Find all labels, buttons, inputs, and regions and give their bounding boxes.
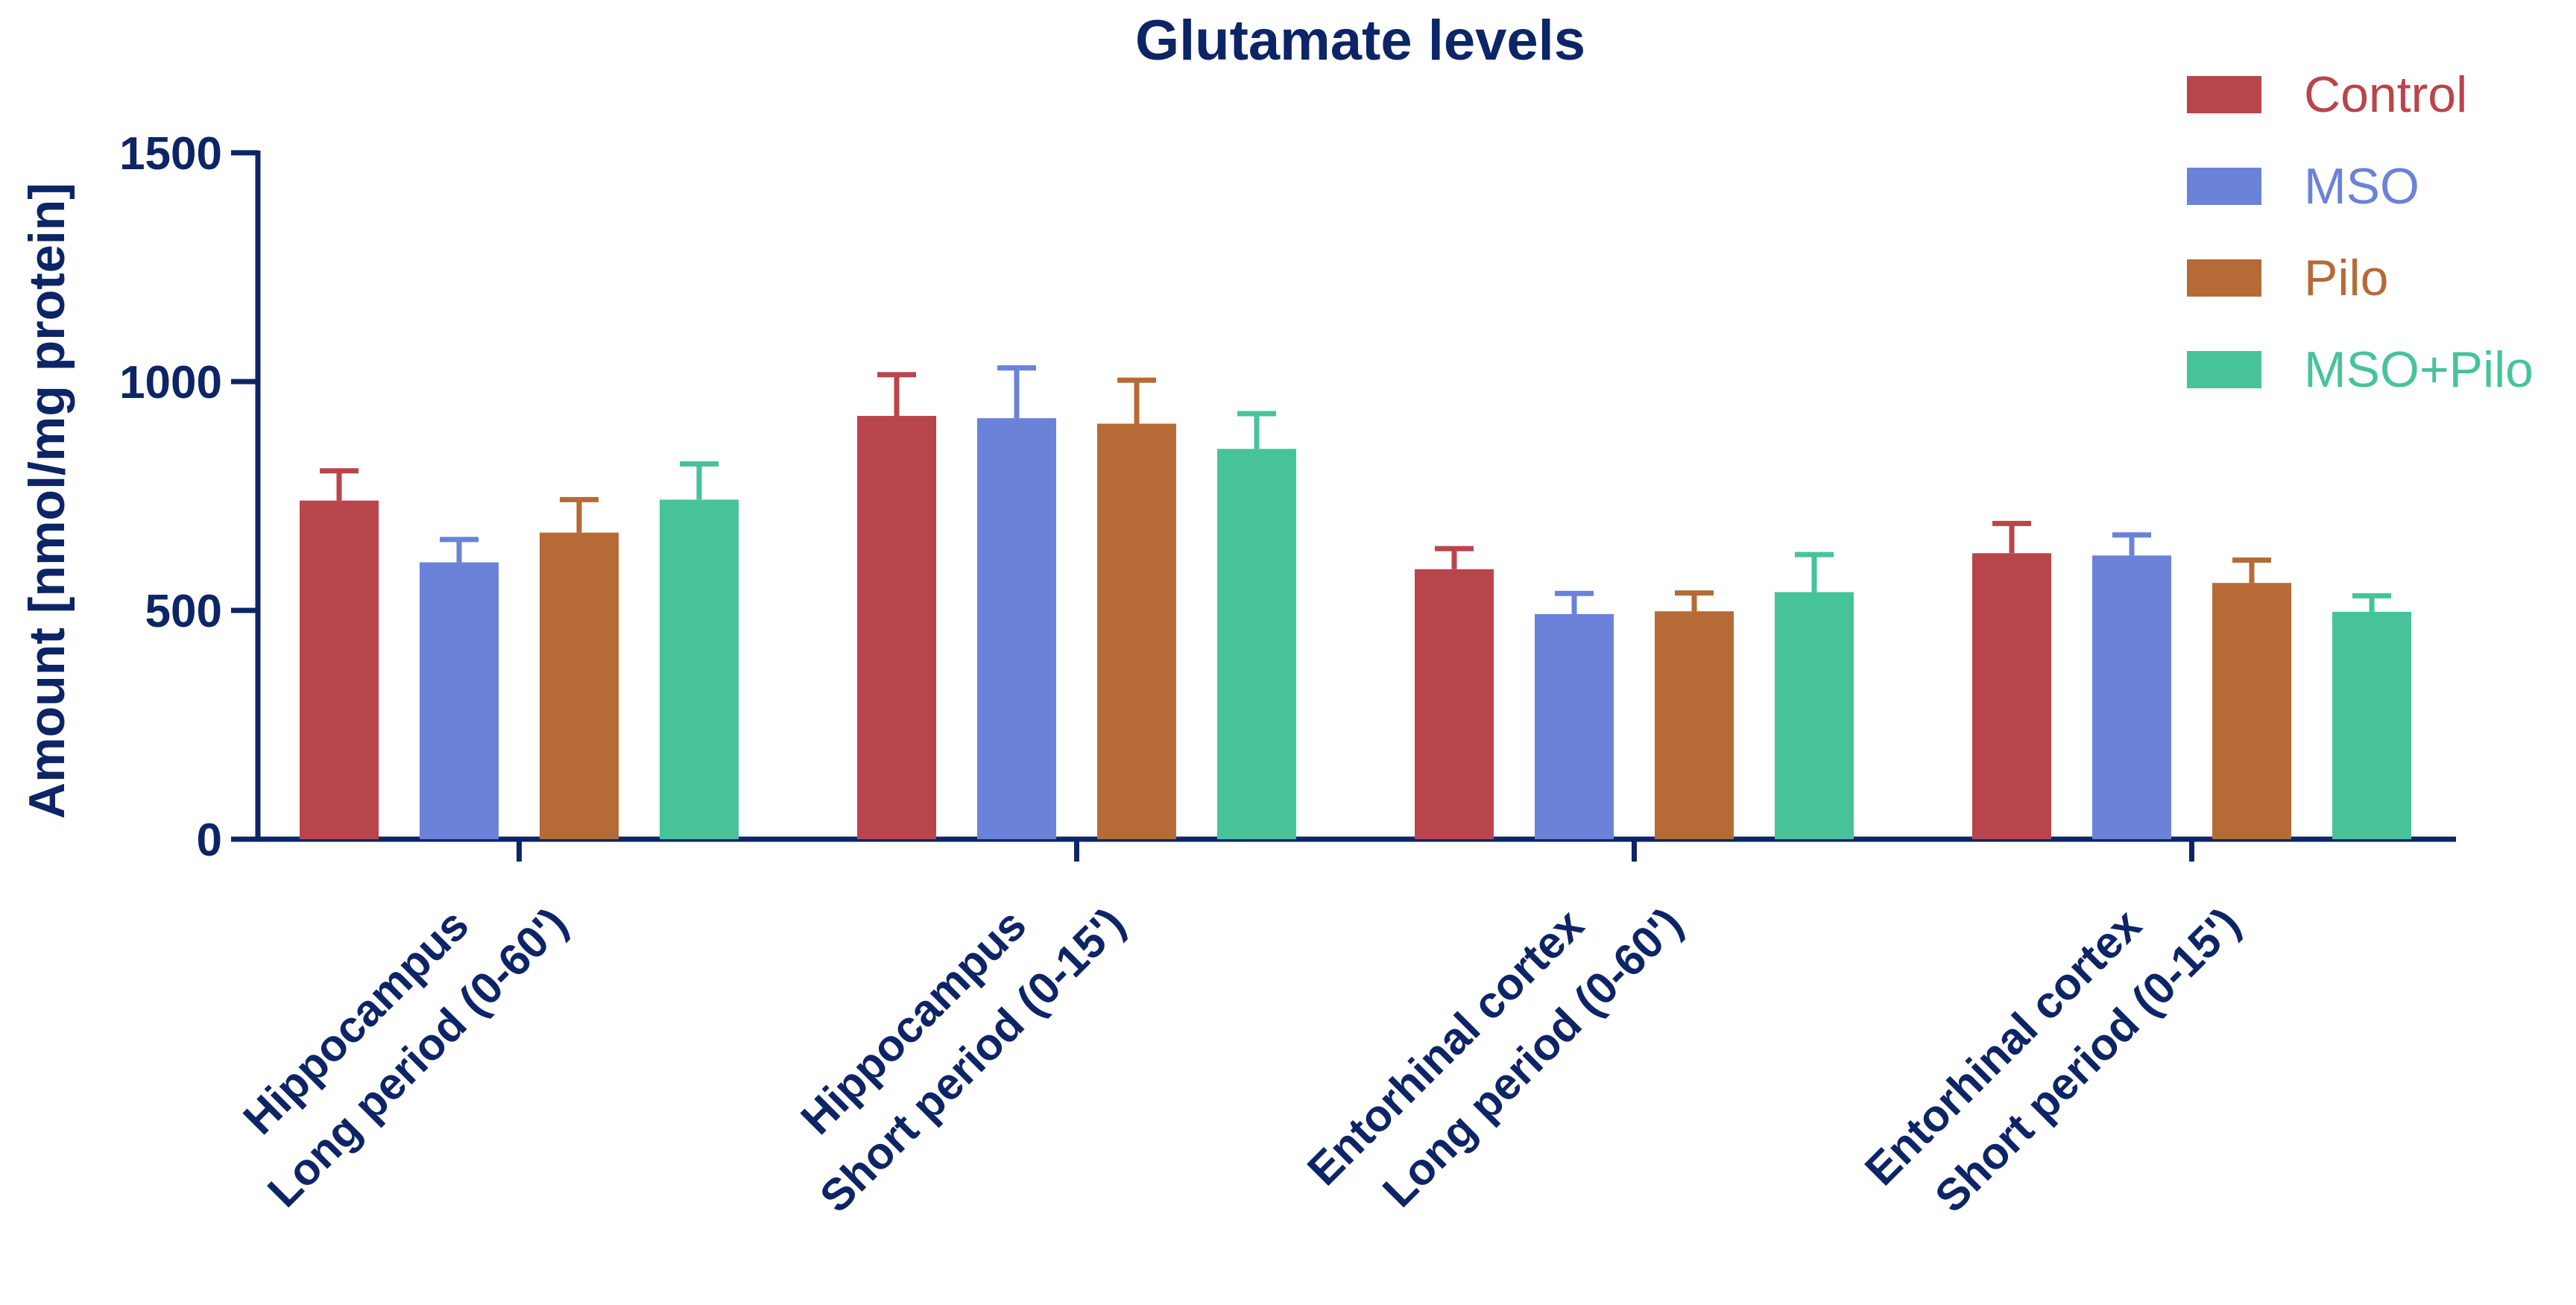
legend-label-mso-pilo: MSO+Pilo (2304, 341, 2534, 398)
bar-control-3 (1415, 569, 1494, 839)
bar-pilo-4 (2212, 583, 2291, 839)
bars (300, 416, 2411, 839)
bar-mso-pilo-3 (1775, 592, 1854, 839)
bar-mso-3 (1535, 613, 1614, 839)
bar-mso-1 (420, 562, 499, 839)
x-category-label-2: HippocampusShort period (0-15') (762, 850, 1134, 1222)
legend-label-control: Control (2304, 66, 2467, 123)
y-tick-label: 1000 (119, 357, 222, 408)
bar-mso-4 (2092, 555, 2171, 839)
legend-swatch-pilo (2187, 259, 2261, 297)
bar-pilo-1 (540, 532, 619, 839)
legend-swatch-mso-pilo (2187, 351, 2261, 388)
y-tick-label: 0 (197, 815, 222, 866)
bar-control-1 (300, 500, 379, 839)
legend-label-mso: MSO (2304, 158, 2419, 215)
bar-mso-pilo-4 (2332, 611, 2411, 839)
x-axis-category-labels: HippocampusLong period (0-60') Hippocampu… (209, 850, 2250, 1244)
bar-mso-2 (977, 418, 1056, 839)
bar-control-4 (1972, 553, 2051, 839)
bar-mso-pilo-1 (660, 499, 739, 839)
bar-pilo-3 (1655, 611, 1734, 839)
bar-mso-pilo-2 (1217, 449, 1296, 839)
y-tick-label: 500 (145, 586, 222, 637)
legend-swatch-mso (2187, 168, 2261, 205)
x-category-label-1: HippocampusLong period (0-60') (209, 850, 577, 1217)
x-category-label-3: Entorhinal cortexLong period (0-60') (1298, 850, 1692, 1244)
x-category-label-4: Entorhinal cortexShort period (0-15') (1855, 850, 2250, 1244)
y-axis-label: Amount [nmol/mg protein] (19, 183, 75, 819)
bar-control-2 (857, 416, 936, 839)
legend: Control MSO Pilo MSO+Pilo (2187, 66, 2534, 398)
chart-title: Glutamate levels (1135, 9, 1585, 72)
error-bars (320, 365, 2391, 614)
y-tick-label: 1500 (119, 128, 222, 180)
axes: 0 500 1000 1500 (119, 128, 2456, 866)
legend-label-pilo: Pilo (2304, 250, 2388, 306)
bar-pilo-2 (1097, 423, 1176, 839)
legend-swatch-control (2187, 76, 2261, 113)
